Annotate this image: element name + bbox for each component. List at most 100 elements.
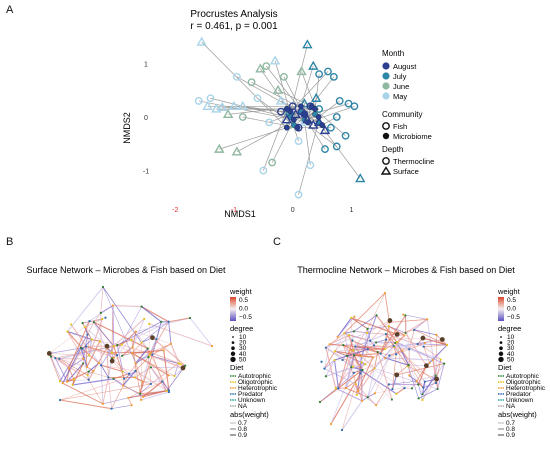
procrustes-arrow xyxy=(271,119,295,163)
network-edge xyxy=(360,369,397,395)
network-edge xyxy=(374,345,410,350)
network-node xyxy=(86,333,89,336)
network-edge xyxy=(330,369,363,425)
thermo-legend-abs-label: 0.8 xyxy=(506,426,515,433)
panel-a-title: Procrustes Analysis xyxy=(190,9,277,20)
procrustes-arrow xyxy=(318,122,361,179)
network-edge xyxy=(131,353,143,382)
network-edge xyxy=(367,368,375,398)
fish-point xyxy=(313,116,325,127)
fish-point xyxy=(324,67,332,76)
network-node xyxy=(123,377,126,380)
network-node xyxy=(352,330,356,333)
network-edge xyxy=(86,366,94,372)
network-edge xyxy=(367,355,390,398)
network-node xyxy=(131,346,134,349)
network-edge xyxy=(388,326,397,355)
network-edge xyxy=(112,305,115,347)
network-node xyxy=(143,317,146,320)
network-edge xyxy=(168,317,191,323)
network-node xyxy=(364,363,367,366)
surface-legend-diet-label: Unknown xyxy=(238,397,265,404)
network-node xyxy=(101,317,104,321)
network-edge xyxy=(132,331,137,348)
network-node xyxy=(104,316,107,319)
network-node xyxy=(446,343,449,347)
thermo-legend-degree-label: 10 xyxy=(507,334,515,341)
network-edge xyxy=(152,337,186,367)
network-node xyxy=(431,358,435,362)
network-edge xyxy=(59,378,125,401)
network-edge xyxy=(139,354,153,394)
fish-point xyxy=(206,94,215,103)
network-edge xyxy=(102,286,136,364)
thermo-legend-weight-title: weight xyxy=(497,287,521,296)
thermocline-network xyxy=(318,291,449,432)
network-edge xyxy=(337,317,352,338)
network-edge xyxy=(392,354,397,390)
network-edge xyxy=(128,381,163,399)
fish-point xyxy=(277,107,285,116)
network-node xyxy=(352,371,355,374)
fish-point xyxy=(253,94,262,103)
procrustes-arrow xyxy=(251,81,319,118)
network-edge xyxy=(100,304,114,314)
fish-point xyxy=(237,100,248,110)
network-edge xyxy=(122,352,133,356)
network-node xyxy=(323,367,326,370)
network-edge xyxy=(170,343,180,364)
y-tick-label: 0 xyxy=(144,115,148,122)
network-edge xyxy=(401,350,424,388)
network-node xyxy=(121,384,125,387)
network-node xyxy=(98,340,102,343)
surface-legend-degree-label: 30 xyxy=(239,345,247,352)
thermo-legend-degree-swatch xyxy=(500,336,502,338)
network-node xyxy=(100,364,103,367)
network-edge xyxy=(353,330,368,334)
network-edge xyxy=(66,368,70,382)
fish-point xyxy=(255,63,266,73)
thermo-legend-degree-title: degree xyxy=(498,324,521,333)
network-node xyxy=(70,323,73,326)
thermo-legend-degree-swatch xyxy=(498,351,504,357)
network-node xyxy=(374,404,378,407)
network-edge xyxy=(408,366,437,380)
thermo-legend-diet-label: Autotrophic xyxy=(506,373,540,380)
fish-point xyxy=(272,84,284,94)
legend-community-title: Community xyxy=(382,110,422,119)
network-node xyxy=(423,380,426,383)
network-node xyxy=(408,348,411,351)
network-node xyxy=(81,322,84,325)
network-node xyxy=(350,316,353,319)
network-node xyxy=(388,354,391,357)
network-node xyxy=(365,331,369,334)
network-edge xyxy=(174,363,179,377)
procrustes-arrow xyxy=(290,71,329,112)
network-node xyxy=(375,314,378,317)
network-edge xyxy=(100,286,104,313)
network-edge xyxy=(329,343,386,350)
network-node xyxy=(434,374,437,377)
network-edge xyxy=(93,321,115,347)
network-node xyxy=(351,365,355,368)
fish-point xyxy=(294,190,303,199)
network-node xyxy=(116,354,119,357)
network-node xyxy=(356,390,359,393)
network-node xyxy=(160,320,163,323)
network-edge xyxy=(123,370,136,380)
procrustes-arrow xyxy=(263,108,288,171)
network-node xyxy=(112,344,115,348)
fish-point xyxy=(217,101,228,112)
network-edge xyxy=(380,339,387,354)
fish-point xyxy=(341,131,350,140)
network-node xyxy=(85,345,88,348)
network-edge xyxy=(375,339,387,343)
network-node xyxy=(354,382,357,386)
network-edge xyxy=(84,326,89,335)
network-edge xyxy=(117,344,175,377)
legend-fish-label: Fish xyxy=(393,122,407,131)
network-edge xyxy=(72,378,114,386)
network-node xyxy=(81,347,84,350)
network-node xyxy=(428,361,431,365)
fish-point xyxy=(329,72,338,81)
